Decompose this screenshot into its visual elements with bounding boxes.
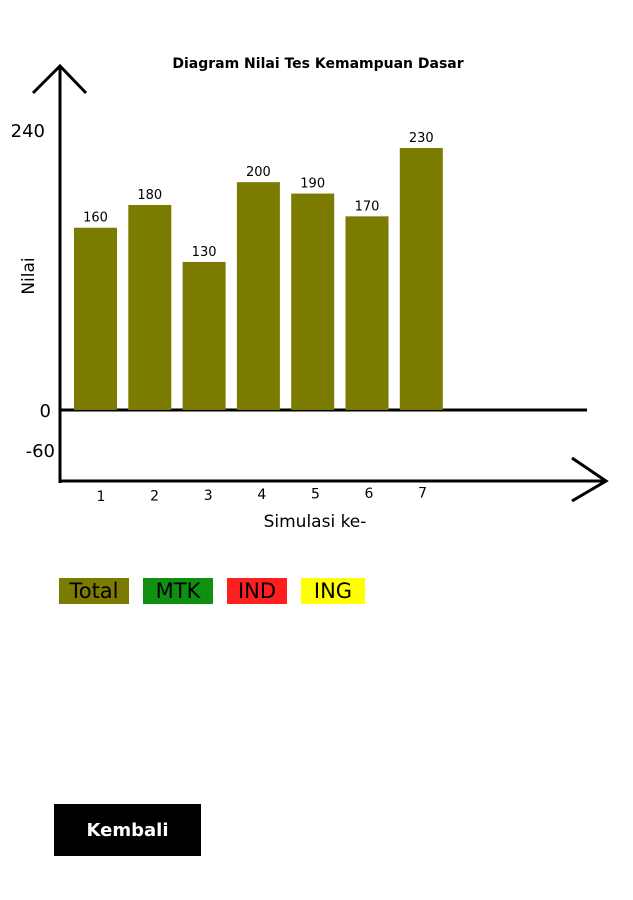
y-axis-label: Nilai — [19, 257, 39, 294]
bar — [399, 148, 443, 410]
legend-item-total: Total — [59, 578, 129, 604]
legend-item-ing: ING — [301, 578, 365, 604]
bar — [345, 216, 389, 410]
bar — [291, 193, 335, 410]
bar — [182, 261, 226, 410]
x-axis-label: Simulasi ke- — [264, 512, 367, 532]
bars-group: 160 1 180 2 130 3 200 4 190 5 170 6 230 7 — [74, 131, 443, 505]
x-tick-label: 5 — [311, 487, 320, 503]
bar-chart: Diagram Nilai Tes Kemampuan Dasar 240 0 … — [11, 56, 609, 532]
legend-item-mtk: MTK — [143, 578, 213, 604]
legend: Total MTK IND ING — [59, 578, 365, 604]
legend-item-ind: IND — [227, 578, 287, 604]
x-axis-arrowhead — [571, 456, 609, 503]
x-tick-label: 7 — [418, 485, 427, 501]
bar — [236, 182, 280, 410]
bar-value-label: 130 — [192, 245, 217, 260]
x-tick-label: 2 — [150, 488, 159, 504]
x-tick-label: 3 — [204, 488, 213, 504]
back-button[interactable]: Kembali — [54, 804, 201, 856]
chart-title: Diagram Nilai Tes Kemampuan Dasar — [172, 56, 463, 72]
y-tick-label: -60 — [26, 441, 55, 462]
x-tick-label: 6 — [365, 486, 374, 502]
bar-value-label: 200 — [246, 165, 271, 180]
bar-value-label: 160 — [83, 211, 108, 226]
bar-value-label: 230 — [409, 131, 434, 146]
bar — [74, 227, 117, 410]
y-tick-label: 240 — [11, 121, 45, 142]
bar-value-label: 190 — [300, 177, 325, 192]
bar-value-label: 170 — [355, 199, 380, 214]
x-tick-label: 1 — [97, 489, 106, 505]
bar — [128, 204, 172, 410]
y-tick-label: 0 — [40, 401, 51, 422]
x-tick-label: 4 — [257, 487, 266, 503]
y-axis-arrowhead — [31, 63, 88, 95]
bar-value-label: 180 — [137, 188, 162, 203]
